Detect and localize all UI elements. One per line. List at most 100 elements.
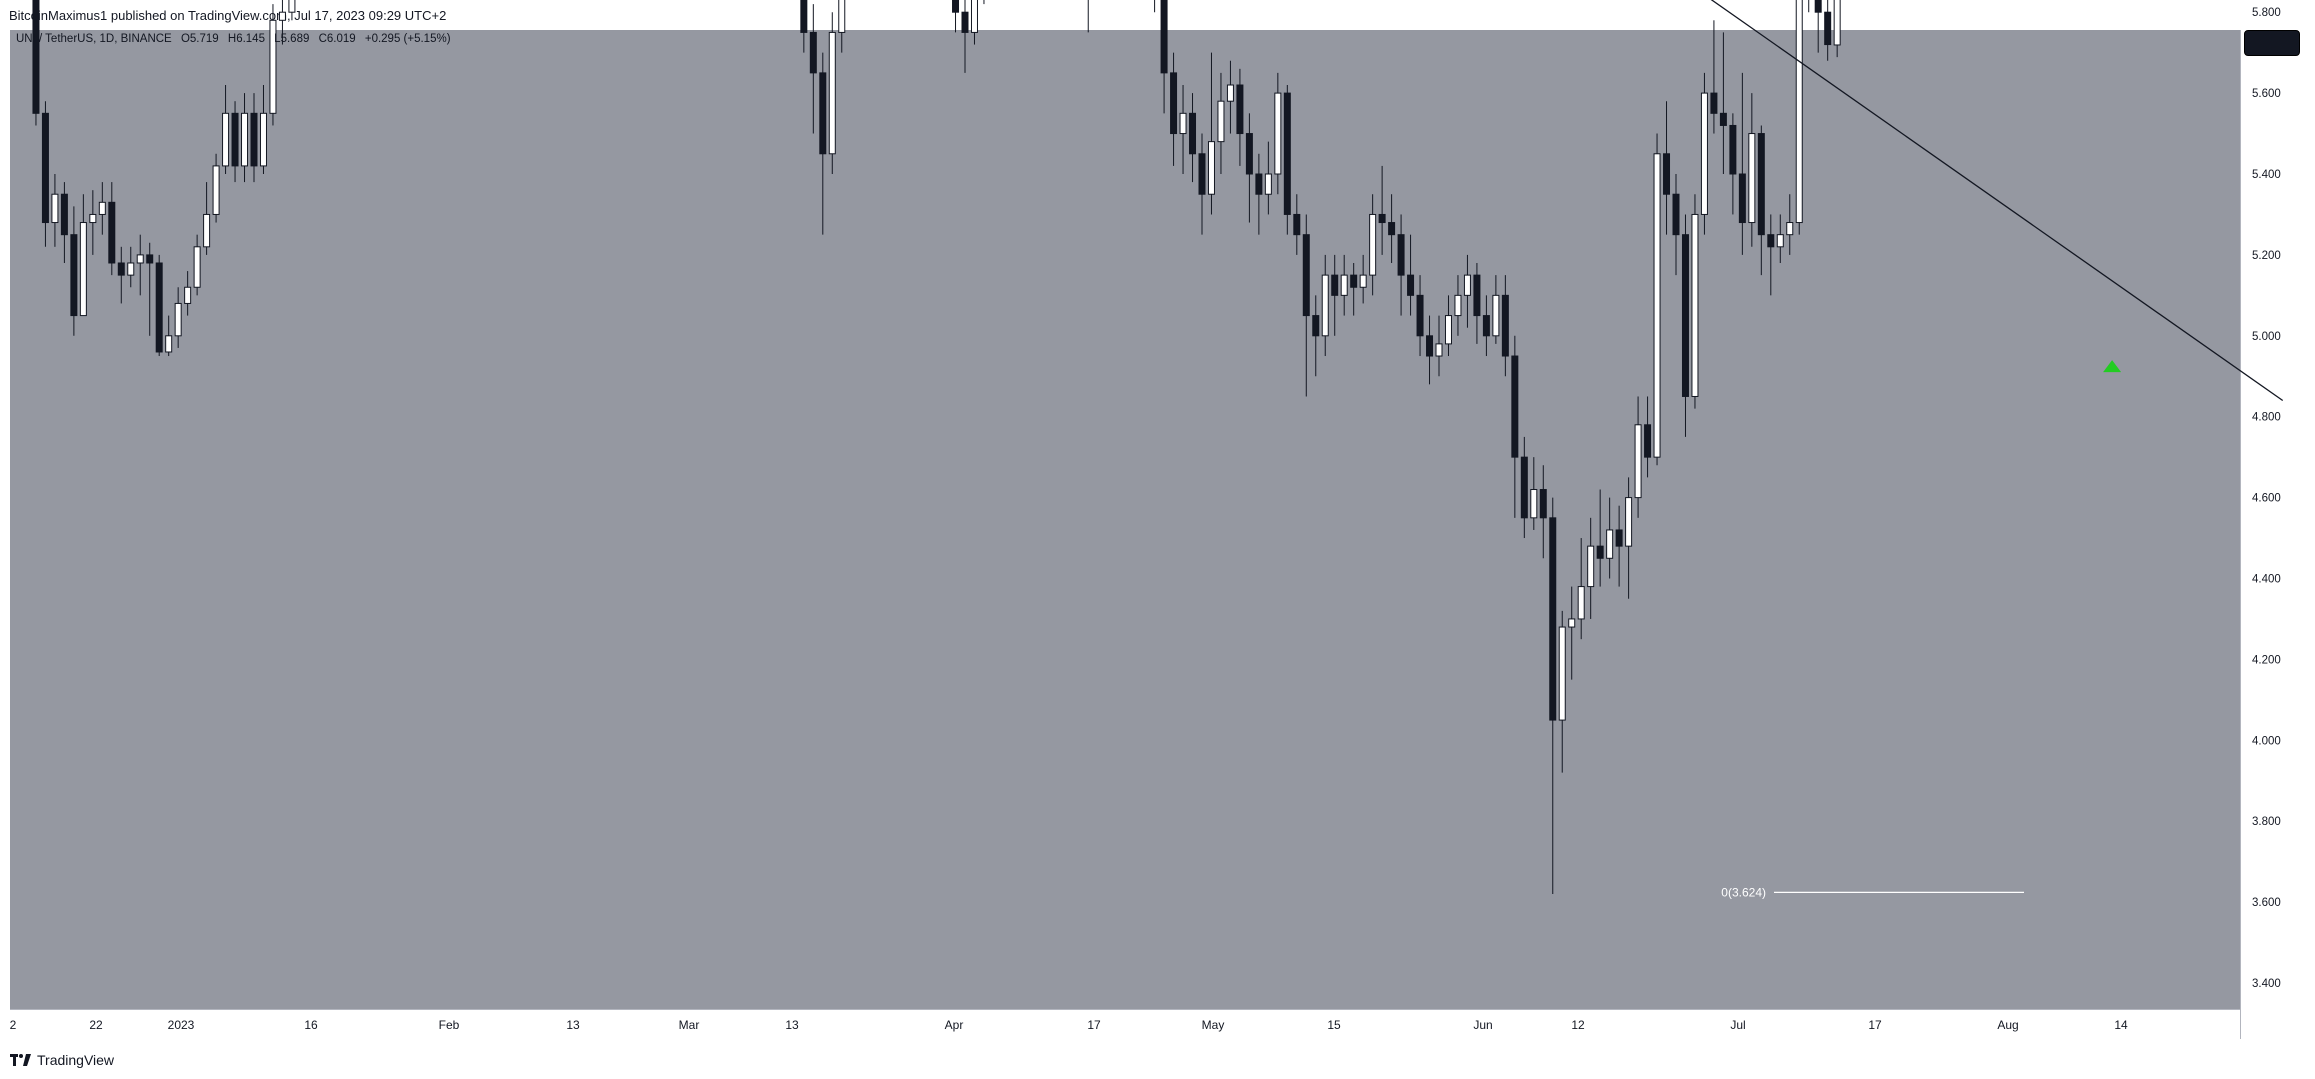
candle-up <box>1359 274 1367 288</box>
candle-up <box>1274 92 1282 175</box>
green-up-arrow-icon <box>2103 360 2122 373</box>
candle-up <box>203 213 211 248</box>
settings-corner-button[interactable] <box>2244 30 2300 56</box>
candle-down <box>1189 112 1197 155</box>
candle-down <box>32 0 40 114</box>
candle-up <box>1179 112 1187 135</box>
candle-down <box>1814 0 1822 13</box>
candle-down <box>1407 274 1415 296</box>
time-tick-label: 15 <box>1327 1018 1341 1032</box>
time-tick-label: 17 <box>1087 1018 1101 1032</box>
candle-up <box>1691 213 1699 397</box>
candle-down <box>961 11 969 33</box>
candle-down <box>1293 213 1301 236</box>
price-tick-label: 5.800 <box>2252 7 2281 19</box>
candle-up <box>1577 586 1585 620</box>
time-tick-label: 2 <box>10 1018 17 1032</box>
price-tick-label: 5.200 <box>2252 250 2281 262</box>
candle-down <box>1710 92 1718 114</box>
candle-up <box>1634 424 1642 499</box>
candle-up <box>1369 213 1377 276</box>
candle-up <box>1700 92 1708 215</box>
candle-down <box>1255 173 1263 195</box>
time-tick-label: 13 <box>566 1018 580 1032</box>
candle-down <box>1473 274 1481 317</box>
candle-up <box>127 262 135 276</box>
candle-up <box>222 112 230 167</box>
candle-down <box>1331 274 1339 296</box>
candle-up <box>1606 529 1614 559</box>
footer <box>0 1039 2315 1079</box>
candle-down <box>155 262 163 353</box>
candle-down <box>1426 335 1434 357</box>
time-axis[interactable] <box>10 1009 2240 1040</box>
candle-up <box>259 112 267 167</box>
candle-up <box>1207 141 1215 195</box>
price-tick-label: 5.400 <box>2252 169 2281 181</box>
candle-up <box>51 193 59 224</box>
candle-up <box>1558 626 1566 721</box>
candle-down <box>1549 517 1557 721</box>
candle-up <box>1264 173 1272 195</box>
tradingview-logo-icon <box>10 1054 31 1066</box>
low-key: L <box>274 33 281 45</box>
candle-down <box>60 193 68 236</box>
candle-up <box>970 0 978 33</box>
time-tick-label: 14 <box>2114 1018 2128 1032</box>
candle-up <box>1454 294 1462 317</box>
candle-up <box>1217 100 1225 143</box>
candle-up <box>838 0 846 33</box>
price-tick-label: 3.600 <box>2252 897 2281 909</box>
price-axis[interactable] <box>2240 30 2315 1039</box>
candle-down <box>250 112 258 167</box>
price-tick-label: 4.200 <box>2252 654 2281 666</box>
candle-down <box>952 0 960 13</box>
symbol-title: UNI / TetherUS, 1D, BINANCE <box>16 33 172 45</box>
candle-down <box>1738 173 1746 224</box>
symbol-legend: UNI / TetherUS, 1D, BINANCE O5.719 H6.14… <box>16 33 451 45</box>
descending-trendline <box>1710 0 2284 402</box>
candle-down <box>146 254 154 264</box>
price-tick-label: 4.400 <box>2252 574 2281 586</box>
price-tick-label: 4.600 <box>2252 493 2281 505</box>
candle-down <box>41 112 49 224</box>
candle-up <box>1833 0 1841 46</box>
candle-up <box>1444 315 1452 345</box>
candle-up <box>89 213 97 224</box>
candle-down <box>1615 529 1623 547</box>
candle-up <box>98 201 106 215</box>
time-tick-label: Feb <box>439 1018 460 1032</box>
candle-up <box>1776 234 1784 248</box>
candle-down <box>1824 11 1832 46</box>
chart-pane[interactable] <box>10 30 2240 1039</box>
candle-down <box>1245 133 1253 175</box>
candle-down <box>1416 294 1424 337</box>
brand-text: TradingView <box>37 1052 115 1068</box>
candle-up <box>288 0 296 13</box>
publish-header: BitcoinMaximus1 published on TradingView… <box>0 0 2315 30</box>
fib-level-label: 0(3.624) <box>1721 885 1766 899</box>
candle-down <box>1663 153 1671 195</box>
time-tick-label: 12 <box>1571 1018 1585 1032</box>
price-tick-label: 5.600 <box>2252 88 2281 100</box>
candle-down <box>1160 0 1168 74</box>
candle-down <box>1378 213 1386 224</box>
candle-down <box>1198 153 1206 195</box>
candle-down <box>1170 72 1178 135</box>
candle-up <box>278 11 286 21</box>
time-tick-label: Aug <box>1997 1018 2018 1032</box>
time-tick-label: May <box>1202 1018 1225 1032</box>
candle-up <box>165 335 173 353</box>
time-tick-label: Mar <box>679 1018 700 1032</box>
candle-down <box>108 201 116 264</box>
price-tick-label: 3.800 <box>2252 816 2281 828</box>
time-tick-label: 13 <box>785 1018 799 1032</box>
candle-up <box>1568 618 1576 628</box>
time-tick-label: 22 <box>89 1018 103 1032</box>
open-value: 5.719 <box>189 33 219 45</box>
time-tick-label: 16 <box>304 1018 318 1032</box>
candle-up <box>1463 274 1471 296</box>
time-tick-label: Jul <box>1730 1018 1745 1032</box>
tradingview-brand[interactable]: TradingView <box>10 1052 114 1068</box>
